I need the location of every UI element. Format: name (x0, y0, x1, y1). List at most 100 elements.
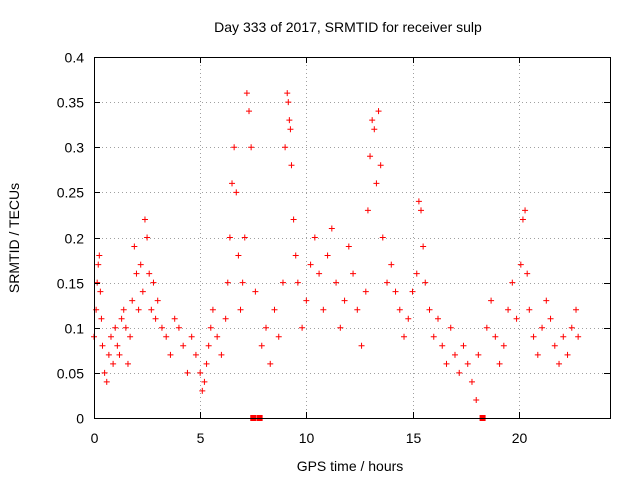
data-point (500, 342, 507, 349)
data-point (292, 252, 299, 259)
data-point (158, 324, 165, 331)
y-axis-label: SRMTID / TECUs (6, 183, 22, 293)
data-point (483, 324, 490, 331)
data-point (129, 297, 136, 304)
data-point (447, 324, 454, 331)
data-point (167, 351, 174, 358)
data-point (241, 234, 248, 241)
data-point (107, 333, 114, 340)
data-point (396, 306, 403, 313)
data-point (203, 360, 210, 367)
data-point (311, 234, 318, 241)
data-point (127, 333, 134, 340)
data-point (369, 117, 376, 124)
data-point (224, 279, 231, 286)
data-points (91, 90, 582, 403)
data-point (267, 360, 274, 367)
data-point (226, 234, 233, 241)
data-point (163, 333, 170, 340)
data-point (246, 108, 253, 115)
data-point (271, 306, 278, 313)
x-tick-label: 0 (91, 430, 99, 446)
data-point (573, 306, 580, 313)
data-point (275, 333, 282, 340)
data-point (468, 378, 475, 385)
data-point (564, 351, 571, 358)
data-point (492, 333, 499, 340)
data-point (517, 261, 524, 268)
data-point (299, 324, 306, 331)
data-point (328, 225, 335, 232)
y-tick-label: 0.1 (65, 321, 85, 337)
data-point (197, 369, 204, 376)
data-point (316, 270, 323, 277)
data-point (509, 279, 516, 286)
data-point (524, 270, 531, 277)
data-point (358, 342, 365, 349)
data-point (175, 324, 182, 331)
data-point (496, 360, 503, 367)
data-point (144, 234, 151, 241)
data-point (122, 324, 129, 331)
data-point (192, 351, 199, 358)
data-point (131, 243, 138, 250)
data-point (209, 306, 216, 313)
data-point (141, 216, 148, 223)
data-point (124, 360, 131, 367)
data-point (345, 243, 352, 250)
data-point (218, 351, 225, 358)
data-point (96, 252, 103, 259)
data-point (290, 216, 297, 223)
data-point (392, 288, 399, 295)
data-point (373, 180, 380, 187)
data-point (287, 126, 294, 133)
data-point (105, 351, 112, 358)
data-point (362, 288, 369, 295)
data-point (418, 207, 425, 214)
data-point (282, 144, 289, 151)
y-tick-label: 0 (76, 411, 84, 427)
chart-title: Day 333 of 2017, SRMTID for receiver sul… (214, 19, 482, 35)
data-point (522, 207, 529, 214)
data-point (120, 306, 127, 313)
data-point (110, 360, 117, 367)
y-tick-label: 0.3 (65, 140, 85, 156)
data-point (401, 333, 408, 340)
data-point (150, 279, 157, 286)
data-point (222, 315, 229, 322)
grid-lines (94, 57, 610, 418)
data-point (307, 261, 314, 268)
data-point (285, 99, 292, 106)
data-point (237, 306, 244, 313)
data-point (184, 369, 191, 376)
data-point (464, 360, 471, 367)
y-tick-label: 0.05 (57, 366, 84, 382)
data-point (422, 279, 429, 286)
data-point (560, 333, 567, 340)
data-point (243, 90, 250, 97)
data-point (146, 270, 153, 277)
data-point (188, 333, 195, 340)
data-point (551, 342, 558, 349)
data-point (413, 270, 420, 277)
data-point (426, 306, 433, 313)
data-point (205, 342, 212, 349)
data-point (279, 279, 286, 286)
data-point (152, 315, 159, 322)
data-point (350, 270, 357, 277)
data-point (97, 288, 104, 295)
y-tick-label: 0.15 (57, 276, 84, 292)
data-point (154, 297, 161, 304)
data-point (99, 342, 106, 349)
data-point (435, 315, 441, 322)
data-point (420, 243, 427, 250)
y-tick-label: 0.35 (57, 95, 84, 111)
data-point (263, 324, 269, 331)
data-point (409, 288, 416, 295)
data-point (288, 162, 295, 169)
data-point (364, 207, 371, 214)
data-point (201, 378, 208, 385)
data-point (371, 126, 378, 133)
data-point (460, 342, 467, 349)
